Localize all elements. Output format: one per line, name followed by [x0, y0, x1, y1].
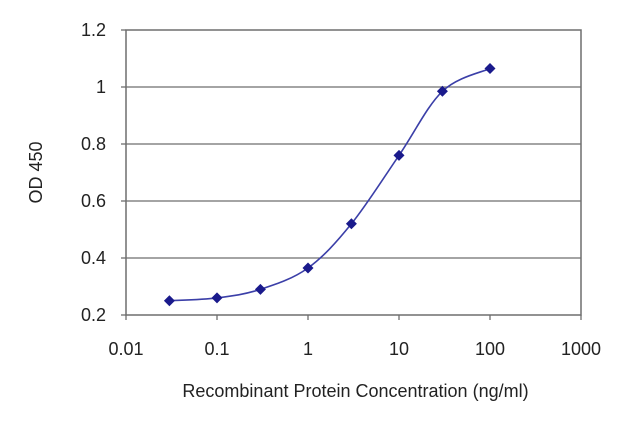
- data-point-marker: [484, 62, 496, 74]
- plot-frame: [125, 29, 582, 316]
- gridlines: [126, 86, 581, 259]
- x-tick-label: 1000: [561, 339, 601, 359]
- data-points: [163, 62, 496, 307]
- x-axis-title: Recombinant Protein Concentration (ng/ml…: [182, 381, 528, 401]
- y-tick-label: 1: [96, 77, 106, 97]
- data-point-marker: [393, 149, 405, 161]
- y-axis-title: OD 450: [26, 141, 46, 203]
- y-tick-label: 0.6: [81, 191, 106, 211]
- y-tick-label: 0.4: [81, 248, 106, 268]
- data-point-marker: [302, 262, 314, 274]
- y-tick-label: 0.8: [81, 134, 106, 154]
- x-tick-label: 10: [389, 339, 409, 359]
- data-point-marker: [345, 218, 357, 230]
- x-tick-label: 100: [475, 339, 505, 359]
- data-point-marker: [211, 292, 223, 304]
- y-tick-label: 0.2: [81, 305, 106, 325]
- fit-curve: [169, 67, 491, 302]
- y-tick-label: 1.2: [81, 20, 106, 40]
- x-tick-label: 0.1: [204, 339, 229, 359]
- y-axis-ticks: 0.2 0.4 0.6 0.8 1 1.2: [81, 20, 126, 325]
- data-point-marker: [163, 295, 175, 307]
- data-point-marker: [254, 283, 266, 295]
- x-axis-ticks: 0.01 0.1 1 10 100 1000: [108, 315, 601, 359]
- data-point-marker: [436, 85, 448, 97]
- x-tick-label: 1: [303, 339, 313, 359]
- x-tick-label: 0.01: [108, 339, 143, 359]
